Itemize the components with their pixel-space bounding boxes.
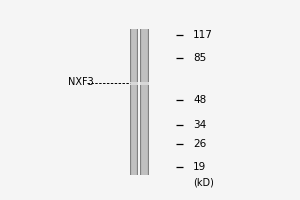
Text: 48: 48 bbox=[193, 95, 206, 105]
Text: 117: 117 bbox=[193, 30, 213, 40]
Bar bbox=[132, 29, 136, 175]
Bar bbox=[140, 29, 149, 175]
Bar bbox=[130, 82, 138, 85]
Bar bbox=[140, 29, 141, 175]
Text: NXF3: NXF3 bbox=[68, 77, 94, 87]
Text: 85: 85 bbox=[193, 53, 206, 63]
Text: 19: 19 bbox=[193, 162, 206, 172]
Text: (kD): (kD) bbox=[193, 177, 214, 187]
Bar bbox=[137, 29, 138, 175]
Bar bbox=[142, 29, 147, 175]
Text: 34: 34 bbox=[193, 120, 206, 130]
Text: 26: 26 bbox=[193, 139, 206, 149]
Bar bbox=[140, 82, 149, 85]
Bar bbox=[130, 29, 138, 175]
Bar bbox=[148, 29, 149, 175]
